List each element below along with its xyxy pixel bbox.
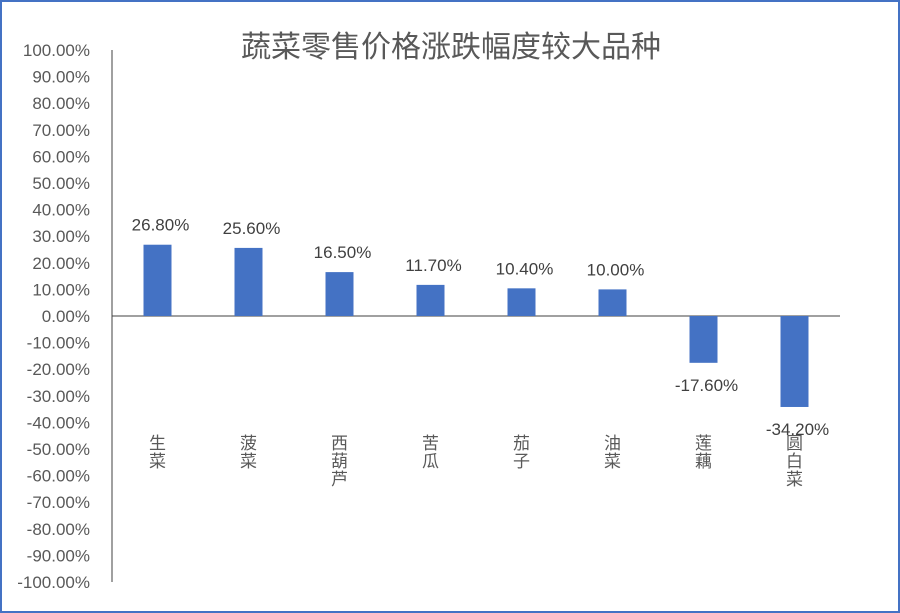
y-tick-label: 90.00%: [32, 68, 90, 87]
y-tick-label: -70.00%: [27, 493, 90, 512]
y-tick-label: 100.00%: [23, 41, 90, 60]
chart-title: 蔬菜零售价格涨跌幅度较大品种: [241, 30, 661, 65]
y-tick-label: 40.00%: [32, 201, 90, 220]
y-tick-label: 60.00%: [32, 147, 90, 166]
y-tick-label: 80.00%: [32, 94, 90, 113]
data-label: 25.60%: [223, 219, 281, 238]
category-label: 西葫芦: [331, 434, 348, 490]
data-label: 16.50%: [314, 243, 372, 262]
data-label: 26.80%: [132, 216, 190, 235]
y-tick-label: 30.00%: [32, 227, 90, 246]
bar: [780, 316, 809, 407]
y-tick-label: -90.00%: [27, 546, 90, 565]
bar: [689, 316, 718, 363]
y-tick-label: -30.00%: [27, 387, 90, 406]
category-label: 生菜: [149, 434, 166, 472]
data-label: 10.00%: [587, 260, 645, 279]
y-tick-label: 50.00%: [32, 174, 90, 193]
category-label: 油菜: [604, 434, 621, 472]
y-tick-label: -10.00%: [27, 334, 90, 353]
y-tick-label: -20.00%: [27, 360, 90, 379]
y-tick-label: -80.00%: [27, 520, 90, 539]
y-tick-label: 0.00%: [42, 307, 90, 326]
bar: [325, 272, 354, 316]
bar: [234, 247, 263, 316]
data-label: 11.70%: [405, 256, 461, 275]
category-labels-group: 生菜 菠菜 西葫芦 苦瓜 茄子 油菜 莲藕 圆白菜: [149, 434, 803, 490]
category-label: 莲藕: [695, 434, 712, 472]
y-tick-label: -100.00%: [17, 573, 90, 592]
y-axis-tick-labels: 100.00% 90.00% 80.00% 70.00% 60.00% 50.00% 40.…: [17, 41, 90, 592]
y-tick-label: 20.00%: [32, 254, 90, 273]
data-label: 10.40%: [496, 259, 554, 278]
bar: [507, 288, 536, 316]
category-label: 菠菜: [240, 434, 257, 472]
bars-group: [143, 244, 809, 407]
data-label: -34.20%: [766, 420, 829, 439]
category-label: 茄子: [513, 434, 530, 472]
y-tick-label: -60.00%: [27, 467, 90, 486]
y-tick-label: 10.00%: [32, 280, 90, 299]
data-label: -17.60%: [675, 376, 738, 395]
category-label: 苦瓜: [422, 434, 439, 472]
y-tick-label: -50.00%: [27, 440, 90, 459]
bar: [416, 284, 445, 316]
data-labels-group: 26.80% 25.60% 16.50% 11.70% 10.40% 10.00% -17.…: [132, 216, 830, 439]
bar: [143, 244, 172, 316]
y-tick-label: 70.00%: [32, 121, 90, 140]
bar: [598, 289, 627, 316]
y-tick-label: -40.00%: [27, 413, 90, 432]
category-label: 圆白菜: [786, 434, 803, 490]
